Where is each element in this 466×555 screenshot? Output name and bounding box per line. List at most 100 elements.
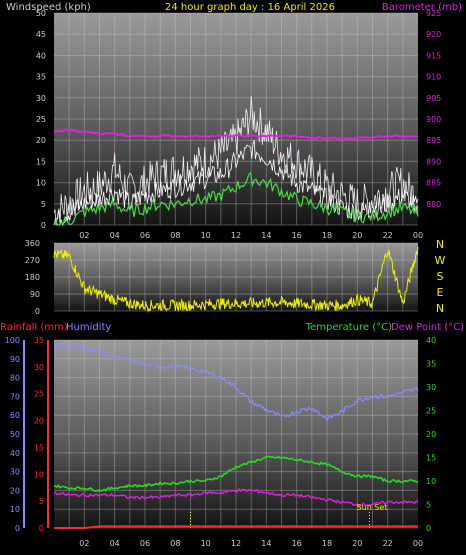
- rain-tick-label: 5: [39, 497, 44, 506]
- temperature-tick-label: 40: [426, 336, 436, 345]
- x-tick-label: 02: [79, 231, 89, 240]
- temp-panel-bg: [54, 340, 418, 528]
- x-tick-label: 04: [110, 231, 120, 240]
- x-tick-label: 00: [413, 231, 423, 240]
- x-tick-label: 22: [383, 231, 393, 240]
- barometer-tick-label: 895: [426, 136, 441, 145]
- compass-label: W: [435, 254, 446, 267]
- x-tick-label: 04: [110, 539, 120, 548]
- wind-tick-label: 45: [36, 30, 46, 39]
- compass-label: S: [437, 270, 444, 283]
- barometer-tick-label: 925: [426, 9, 441, 18]
- x-tick-label: 10: [201, 231, 211, 240]
- x-tick-label: 06: [140, 539, 150, 548]
- series-dewpoint: [53, 488, 419, 507]
- wind-tick-label: 10: [36, 179, 46, 188]
- wind-tick-label: 0: [41, 221, 46, 230]
- barometer-tick-label: 910: [426, 73, 441, 82]
- humidity-tick-label: 70: [10, 392, 20, 401]
- barometer-label: Barometer (mb): [382, 2, 462, 13]
- series-humidity: [53, 342, 419, 423]
- rain-tick-label: 20: [34, 417, 44, 426]
- temperature-label: Temperature (°C): [305, 322, 392, 333]
- rain-tick-label: 30: [34, 363, 44, 372]
- barometer-tick-label: 915: [426, 51, 441, 60]
- barometer-tick-label: 900: [426, 115, 441, 124]
- humidity-tick-label: 40: [10, 449, 20, 458]
- compass-label: N: [436, 302, 444, 315]
- compass-label: E: [437, 286, 444, 299]
- temperature-tick-label: 10: [426, 477, 436, 486]
- temperature-tick-label: 5: [426, 501, 431, 510]
- humidity-tick-label: 20: [10, 486, 20, 495]
- x-tick-label: 08: [170, 231, 180, 240]
- series-temperature: [54, 455, 419, 492]
- wind-tick-label: 40: [36, 51, 46, 60]
- rain-tick-label: 10: [34, 470, 44, 479]
- temperature-tick-label: 15: [426, 454, 436, 463]
- direction-tick-label: 0: [35, 307, 40, 316]
- rain-tick-label: 0: [39, 524, 44, 533]
- x-tick-label: 00: [413, 539, 423, 548]
- wind-tick-label: 50: [36, 9, 46, 18]
- rain-tick-label: 35: [34, 336, 44, 345]
- temperature-tick-label: 0: [426, 524, 431, 533]
- humidity-label: Humidity: [66, 322, 111, 333]
- series-direction: [53, 246, 419, 313]
- series-gust: [53, 95, 419, 226]
- axis-ticks: 02 02 04 04 06 06 08 08 10 10 12 12 14 14 16 16 18 18 20 20…: [5, 9, 446, 548]
- x-tick-label: 12: [231, 539, 241, 548]
- humidity-tick-label: 50: [10, 430, 20, 439]
- x-tick-label: 18: [322, 539, 332, 548]
- x-tick-label: 16: [292, 539, 302, 548]
- temperature-tick-label: 35: [426, 360, 436, 369]
- x-tick-label: 08: [170, 539, 180, 548]
- x-tick-label: 16: [292, 231, 302, 240]
- x-tick-label: 10: [201, 539, 211, 548]
- wind-tick-label: 15: [36, 157, 46, 166]
- humidity-tick-label: 60: [10, 411, 20, 420]
- direction-panel-bg: [54, 243, 418, 311]
- humidity-tick-label: 90: [10, 355, 20, 364]
- barometer-tick-label: 905: [426, 94, 441, 103]
- barometer-tick-label: 890: [426, 157, 441, 166]
- wind-tick-label: 30: [36, 94, 46, 103]
- humidity-tick-label: 30: [10, 468, 20, 477]
- direction-tick-label: 90: [30, 290, 40, 299]
- rainfall-label: Rainfall (mm): [0, 322, 68, 333]
- barometer-tick-label: 885: [426, 179, 441, 188]
- series-wind: [53, 139, 419, 226]
- direction-tick-label: 180: [25, 273, 40, 282]
- wind-tick-label: 35: [36, 73, 46, 82]
- data-series: [53, 95, 419, 529]
- temperature-tick-label: 20: [426, 430, 436, 439]
- temperature-tick-label: 25: [426, 407, 436, 416]
- graph-title: 24 hour graph day : 16 April 2026: [165, 2, 335, 13]
- x-tick-label: 14: [261, 231, 271, 240]
- series-avg-wind: [53, 171, 419, 226]
- temperature-tick-label: 30: [426, 383, 436, 392]
- direction-tick-label: 270: [25, 256, 40, 265]
- rain-tick-label: 15: [34, 443, 44, 452]
- humidity-tick-label: 80: [10, 374, 20, 383]
- x-tick-label: 20: [352, 231, 362, 240]
- x-tick-label: 20: [352, 539, 362, 548]
- wind-tick-label: 25: [36, 115, 46, 124]
- barometer-tick-label: 880: [426, 200, 441, 209]
- x-tick-label: 06: [140, 231, 150, 240]
- barometer-tick-label: 920: [426, 30, 441, 39]
- x-tick-label: 14: [261, 539, 271, 548]
- wind-tick-label: 20: [36, 136, 46, 145]
- x-tick-label: 12: [231, 231, 241, 240]
- compass-label: N: [436, 238, 444, 251]
- direction-tick-label: 360: [25, 239, 40, 248]
- rain-tick-label: 25: [34, 390, 44, 399]
- x-tick-label: 02: [79, 539, 89, 548]
- wind-tick-label: 5: [41, 200, 46, 209]
- humidity-tick-label: 100: [5, 336, 20, 345]
- sunset-annotation: Sun Set: [357, 503, 388, 512]
- humidity-tick-label: 0: [15, 524, 20, 533]
- series-rain: [54, 525, 418, 529]
- x-tick-label: 22: [383, 539, 393, 548]
